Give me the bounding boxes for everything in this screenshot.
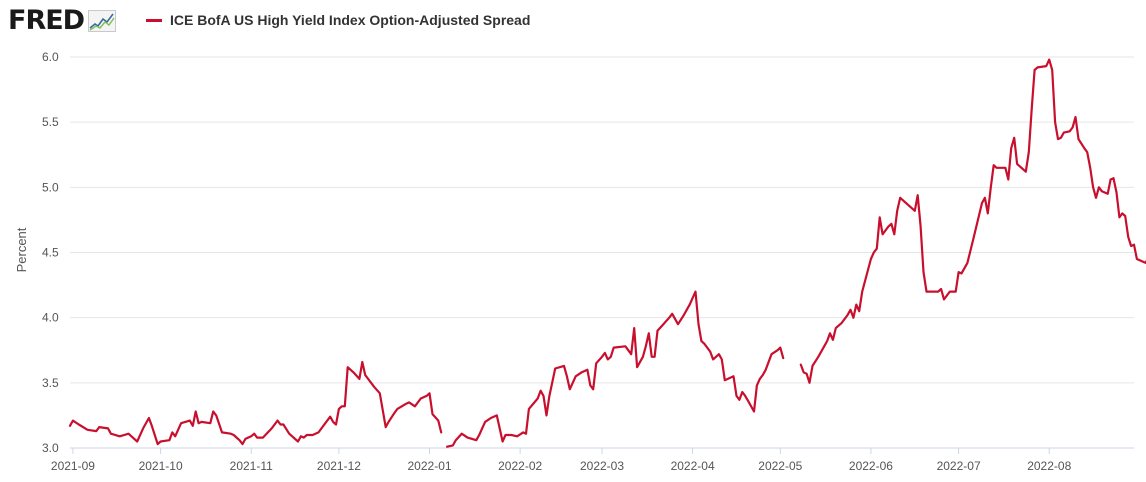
y-tick-label: 5.5 (42, 115, 59, 129)
y-tick-label: 4.0 (42, 311, 59, 325)
series-lines (68, 58, 1146, 448)
chart-legend: ICE BofA US High Yield Index Option-Adju… (146, 12, 530, 28)
x-tick-label: 2021-10 (139, 459, 183, 473)
y-tick-label: 3.5 (42, 376, 59, 390)
series-line-segment[interactable] (68, 360, 443, 446)
series-line-segment[interactable] (799, 58, 1146, 384)
y-tick-label: 3.0 (42, 441, 59, 455)
y-tick-label: 4.5 (42, 246, 59, 260)
x-axis: 2021-09 2021-10 2021-11 2021-12 2022-01 2022-… (51, 447, 1134, 473)
x-tick-label: 2022-04 (671, 459, 715, 473)
chart-header: FRED ICE BofA US High Yield Index Option… (0, 0, 1146, 44)
y-axis: 3.0 3.5 4.0 4.5 5.0 5.5 6.0 (42, 50, 59, 455)
x-tick-label: 2022-08 (1027, 459, 1071, 473)
y-tick-label: 5.0 (42, 180, 59, 194)
x-tick-label: 2021-12 (317, 459, 361, 473)
y-axis-label: Percent (14, 227, 29, 272)
fred-logo-text: FRED (8, 5, 85, 36)
x-tick-label: 2022-01 (408, 459, 452, 473)
fred-logo[interactable]: FRED (8, 5, 117, 36)
x-tick-label: 2021-11 (230, 459, 273, 473)
x-tick-label: 2021-09 (51, 459, 95, 473)
legend-series-label: ICE BofA US High Yield Index Option-Adju… (170, 12, 531, 28)
series-line-segment[interactable] (446, 290, 785, 448)
x-tick-label: 2022-03 (580, 459, 624, 473)
y-tick-label: 6.0 (42, 50, 59, 64)
x-tick-label: 2022-07 (937, 459, 981, 473)
legend-swatch (146, 18, 162, 22)
fred-logo-graph-icon (88, 10, 117, 32)
grid-lines (70, 56, 1134, 449)
x-tick-label: 2022-06 (849, 459, 893, 473)
x-tick-label: 2022-02 (498, 459, 542, 473)
x-tick-label: 2022-05 (758, 459, 802, 473)
